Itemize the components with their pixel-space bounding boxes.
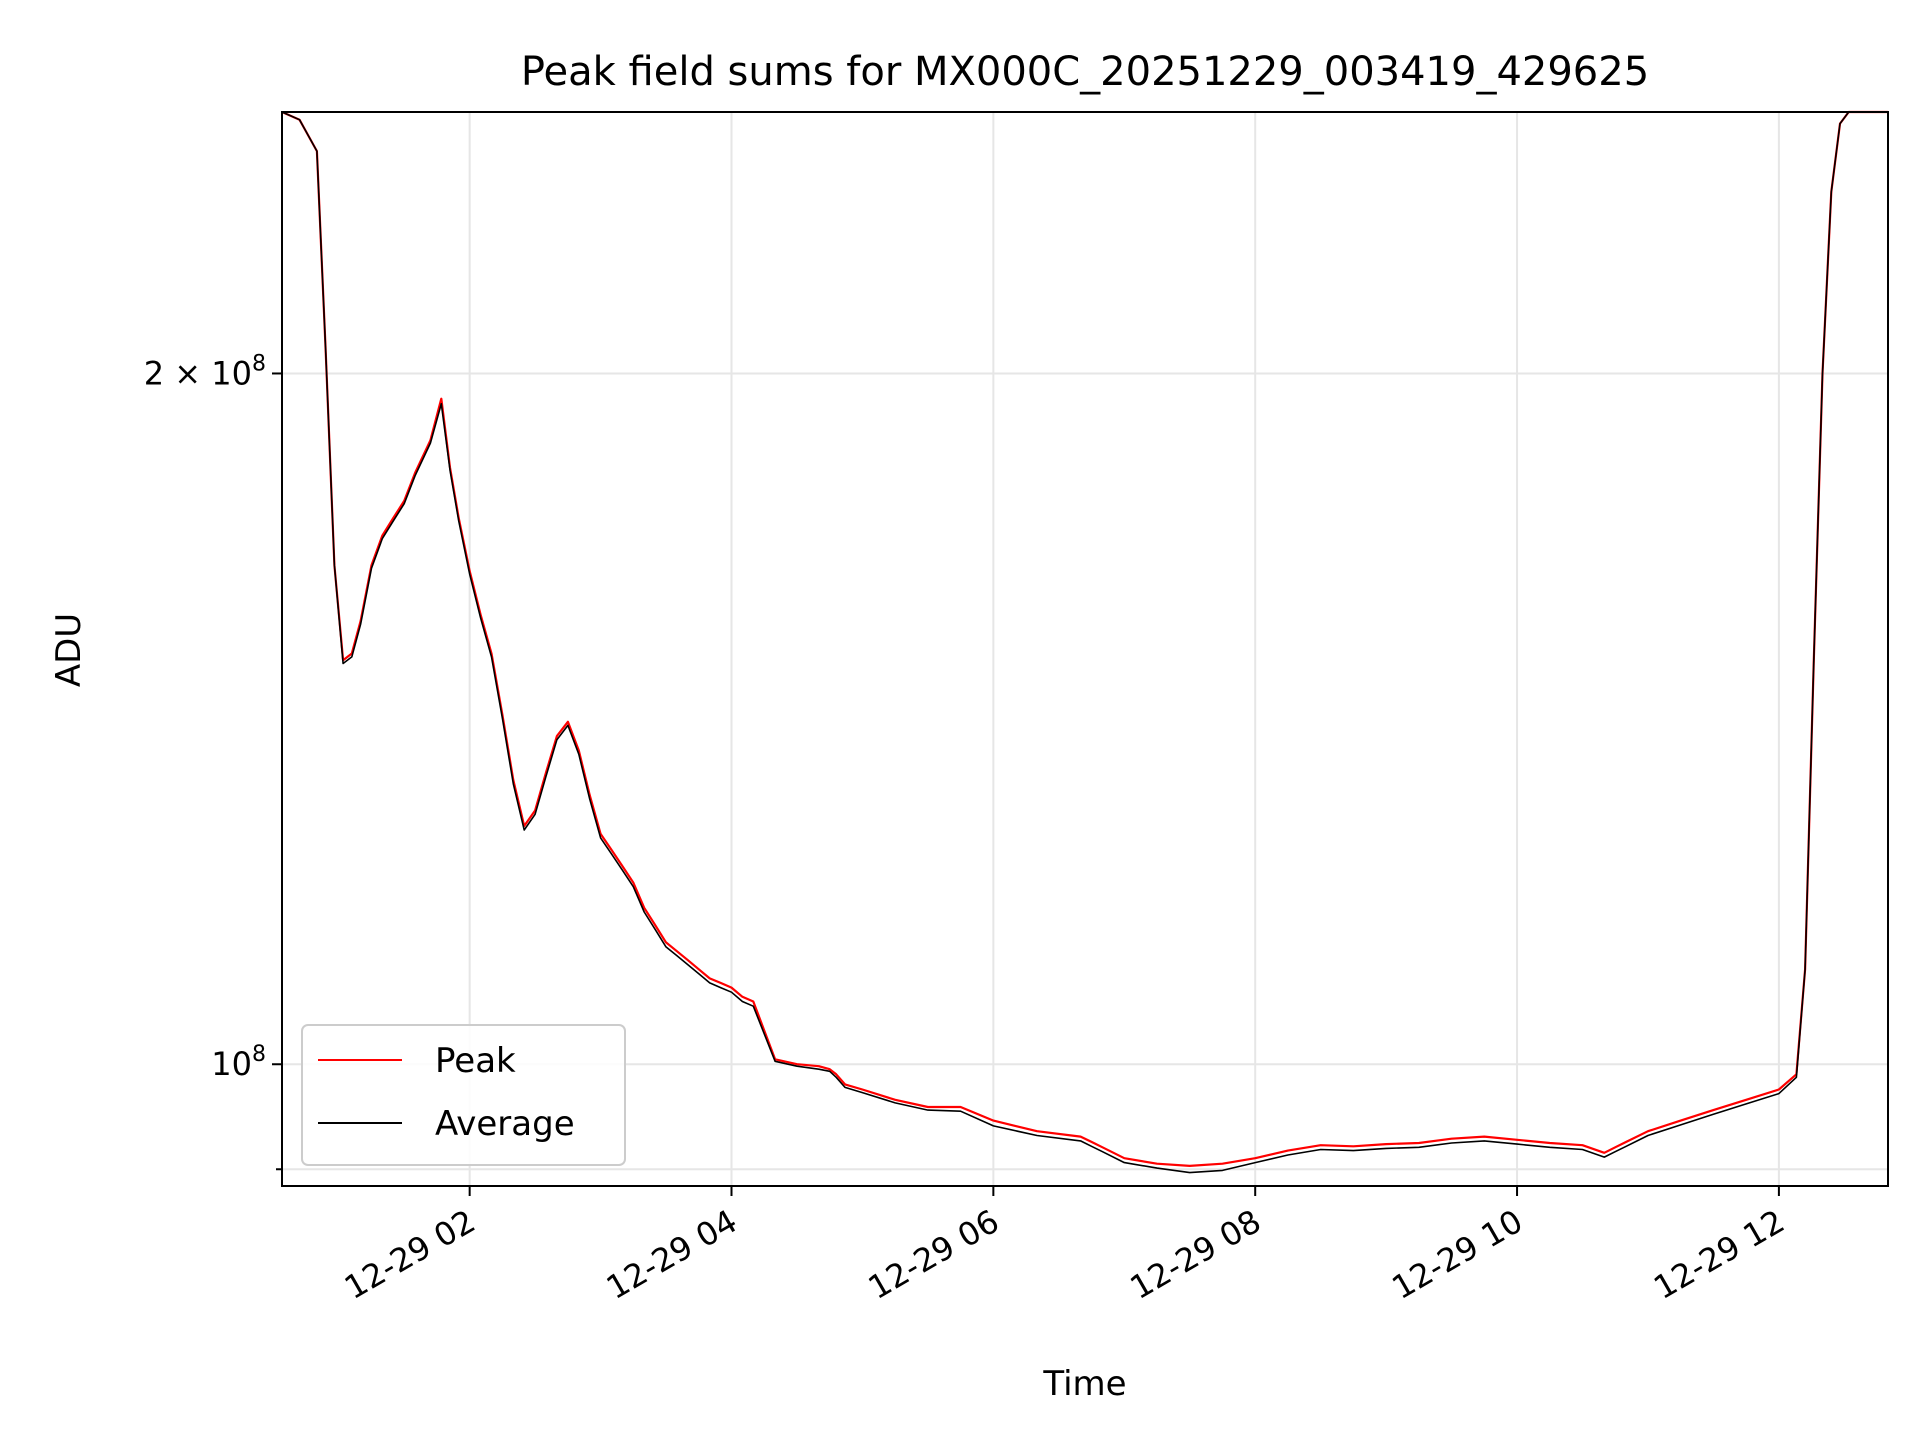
y-tick-label: 2 × 108: [144, 351, 266, 392]
x-axis-label: Time: [1042, 1364, 1126, 1404]
y-axis-label: ADU: [49, 613, 89, 687]
y-tick-label: 108: [211, 1042, 266, 1083]
legend-label-average: Average: [435, 1104, 575, 1144]
plot-frame: [281, 111, 1889, 1187]
legend-label-peak: Peak: [435, 1041, 516, 1081]
series-line-average: [281, 111, 1888, 1174]
series-layer: [281, 110, 1888, 1174]
legend: Peak Average: [301, 1024, 626, 1166]
chart-title: Peak field sums for MX000C_20251229_0034…: [521, 49, 1649, 95]
